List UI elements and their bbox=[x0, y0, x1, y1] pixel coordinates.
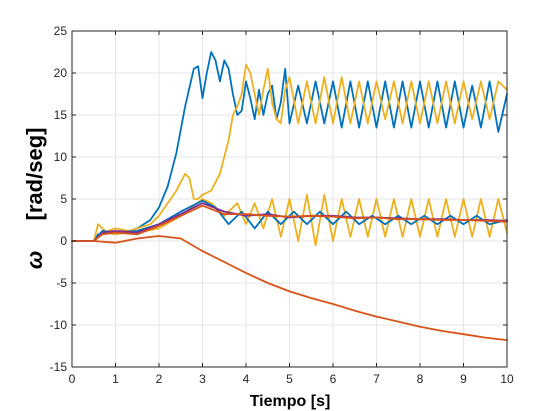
x-tick-label: 2 bbox=[156, 372, 163, 386]
x-tick-label: 8 bbox=[417, 372, 424, 386]
x-axis-label: Tiempo [s] bbox=[250, 393, 331, 410]
y-tick-label: 10 bbox=[54, 150, 68, 164]
y-tick-label: 15 bbox=[54, 108, 68, 122]
y-tick-label: 5 bbox=[60, 192, 67, 206]
x-tick-label: 3 bbox=[199, 372, 206, 386]
x-tick-label: 0 bbox=[69, 372, 76, 386]
y-tick-label: 20 bbox=[54, 66, 68, 80]
tick-labels: 0 1 2 3 4 5 6 7 8 9 10 -15 -10 -5 0 5 10 15 20 25 bbox=[50, 24, 514, 386]
x-tick-label: 7 bbox=[373, 372, 380, 386]
x-tick-label: 6 bbox=[330, 372, 337, 386]
series-line-2 bbox=[71, 63, 508, 242]
y-tick-label: -15 bbox=[50, 360, 68, 374]
series-line-7 bbox=[71, 204, 508, 242]
x-tick-label: 1 bbox=[112, 372, 119, 386]
plot-box bbox=[71, 30, 508, 368]
series-line-3 bbox=[71, 235, 508, 342]
x-tick-label: 4 bbox=[243, 372, 250, 386]
x-tick-label: 10 bbox=[500, 372, 514, 386]
series-layer bbox=[71, 51, 508, 342]
y-tick-label: -5 bbox=[56, 276, 67, 290]
y-axis-symbol: ω bbox=[22, 251, 47, 269]
y-tick-label: 0 bbox=[60, 234, 67, 248]
axes bbox=[71, 30, 508, 368]
y-tick-label: 25 bbox=[54, 24, 68, 38]
x-tick-label: 9 bbox=[460, 372, 467, 386]
x-tick-label: 5 bbox=[286, 372, 293, 386]
y-axis-label: [rad/seg] bbox=[22, 128, 47, 221]
y-axis-label-group: ω [rad/seg] bbox=[22, 128, 47, 270]
y-tick-label: -10 bbox=[50, 318, 68, 332]
